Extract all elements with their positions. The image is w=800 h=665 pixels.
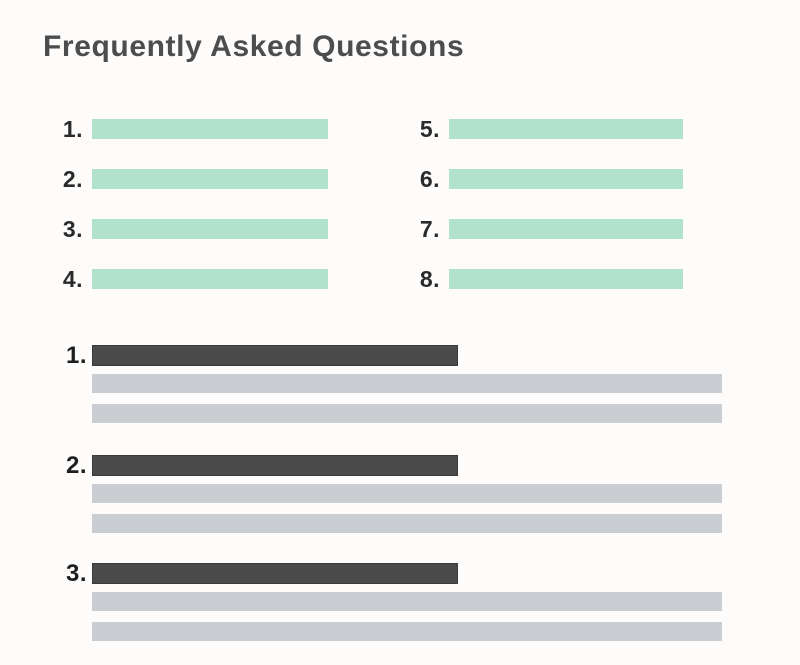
answer-section: 2. — [56, 452, 722, 533]
question-index-item: 2. — [54, 154, 328, 204]
answer-text-line — [92, 592, 722, 611]
question-placeholder-bar — [92, 119, 328, 139]
question-placeholder-bar — [449, 119, 683, 139]
question-number: 6. — [419, 166, 440, 192]
question-number: 8. — [419, 266, 440, 292]
question-number: 7. — [419, 216, 440, 242]
question-index-item: 3. — [54, 204, 328, 254]
answer-question-row: 1. — [56, 342, 722, 369]
question-index-item: 8. — [411, 254, 683, 304]
question-number: 5. — [419, 116, 440, 142]
question-index-item: 1. — [54, 104, 328, 154]
question-placeholder-bar — [449, 219, 683, 239]
answer-text-line — [92, 484, 722, 503]
page-title: Frequently Asked Questions — [43, 30, 465, 63]
question-number: 2. — [62, 166, 83, 192]
question-number: 3. — [62, 216, 83, 242]
answer-title-placeholder-bar — [92, 455, 458, 476]
answer-text-line — [92, 374, 722, 393]
answer-section: 3. — [56, 560, 722, 641]
answer-title-placeholder-bar — [92, 563, 458, 584]
answer-text-line — [92, 514, 722, 533]
answer-text-line — [92, 404, 722, 423]
question-index-item: 5. — [411, 104, 683, 154]
answer-number: 2. — [65, 452, 87, 479]
question-index-right-column: 5. 6. 7. 8. — [411, 104, 683, 304]
answer-question-row: 2. — [56, 452, 722, 479]
answer-number: 1. — [65, 342, 87, 369]
question-index-item: 6. — [411, 154, 683, 204]
question-placeholder-bar — [92, 169, 328, 189]
answer-number: 3. — [65, 560, 87, 587]
question-placeholder-bar — [449, 169, 683, 189]
question-index-left-column: 1. 2. 3. 4. — [54, 104, 328, 304]
question-number: 4. — [62, 266, 83, 292]
answer-text-line — [92, 622, 722, 641]
answer-section: 1. — [56, 342, 722, 423]
question-placeholder-bar — [92, 269, 328, 289]
question-placeholder-bar — [449, 269, 683, 289]
question-index-item: 7. — [411, 204, 683, 254]
answer-question-row: 3. — [56, 560, 722, 587]
question-placeholder-bar — [92, 219, 328, 239]
answer-title-placeholder-bar — [92, 345, 458, 366]
question-index-item: 4. — [54, 254, 328, 304]
question-number: 1. — [62, 116, 83, 142]
